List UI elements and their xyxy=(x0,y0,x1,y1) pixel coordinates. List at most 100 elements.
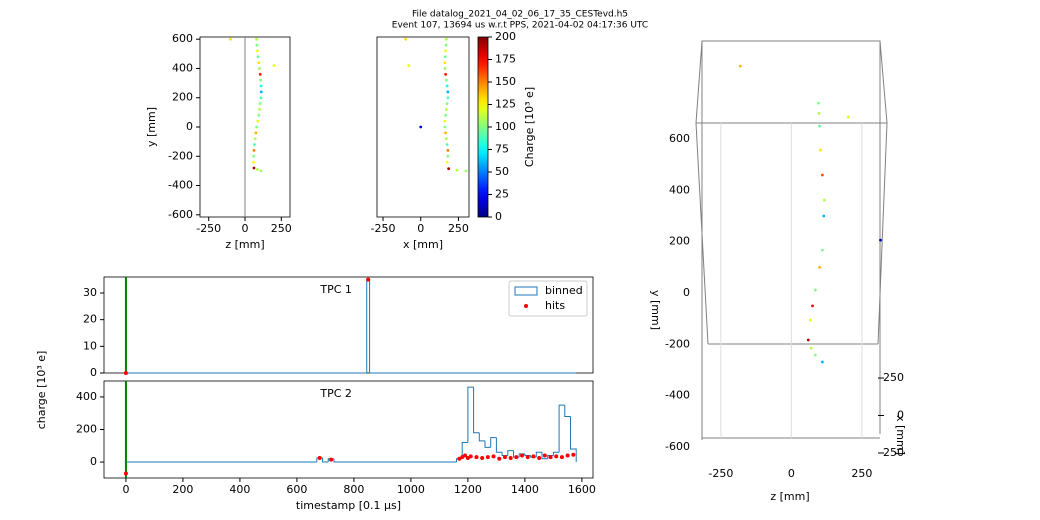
y-tick-label: 400 xyxy=(76,390,97,403)
box-edge xyxy=(877,122,888,345)
y-tick-label: 600 xyxy=(669,132,690,145)
track-point xyxy=(822,214,826,218)
x-tick-label: 800 xyxy=(343,483,364,496)
track-point xyxy=(259,96,263,100)
track-point xyxy=(419,125,423,129)
track-point xyxy=(813,353,817,357)
track-point xyxy=(455,168,459,172)
track-point xyxy=(443,125,447,129)
hit-point xyxy=(123,371,128,375)
colorbar-tick-label: 175 xyxy=(495,53,516,66)
hit-point xyxy=(514,455,519,460)
track-point xyxy=(258,102,262,105)
histogram-step xyxy=(484,440,491,448)
x-tick-label: 1000 xyxy=(397,483,425,496)
track-point xyxy=(846,115,850,119)
colorbar-tick-label: 50 xyxy=(495,165,509,178)
y-tick-label: 0 xyxy=(683,286,690,299)
figure-subtitle: Event 107, 13694 us w.r.t PPS, 2021-04-0… xyxy=(392,21,648,31)
y-tick-label: -200 xyxy=(665,337,690,350)
track-point xyxy=(443,119,447,123)
histogram-step xyxy=(535,451,542,458)
x-tick-label: 250 xyxy=(271,222,292,235)
histogram-step xyxy=(541,452,548,460)
histogram-step xyxy=(478,432,485,442)
y-tick-label: -600 xyxy=(665,440,690,453)
track-point xyxy=(258,108,261,111)
y-tick-label: -400 xyxy=(168,179,193,192)
track-point xyxy=(443,61,447,65)
colorbar-tick-label: 0 xyxy=(495,210,502,223)
x-tick-label: 1200 xyxy=(454,483,482,496)
colorbar-tick-label: 150 xyxy=(495,75,516,88)
hit-point xyxy=(502,455,507,460)
track-point xyxy=(809,346,813,350)
track-point xyxy=(820,173,824,177)
colorbar xyxy=(477,36,489,218)
x-tick-label: 0 xyxy=(417,222,424,235)
track-point xyxy=(446,96,450,100)
hit-point xyxy=(485,455,490,460)
hit-point xyxy=(474,455,479,460)
x-tick-label: 0 xyxy=(122,483,129,496)
track-point xyxy=(444,137,448,141)
x-axis-label: x [mm] xyxy=(403,238,443,251)
x-tick-label: 400 xyxy=(229,483,250,496)
legend-box xyxy=(508,280,588,317)
histogram-step xyxy=(507,450,514,456)
hit-point xyxy=(468,454,473,459)
x-tick-label: 250 xyxy=(851,467,872,480)
track-point xyxy=(879,238,882,242)
histogram-step xyxy=(461,442,468,459)
track-point xyxy=(445,143,449,146)
histogram-step xyxy=(495,437,503,453)
track-point xyxy=(820,248,824,252)
hit-point xyxy=(329,457,334,462)
track-point xyxy=(256,119,260,123)
track-point xyxy=(445,160,449,164)
colorbar-tick-label: 125 xyxy=(495,98,516,111)
hit-point xyxy=(571,452,576,457)
hit-point xyxy=(554,454,559,459)
hit-point xyxy=(542,453,547,458)
y-tick-label: 200 xyxy=(172,91,193,104)
hit-point xyxy=(491,454,496,459)
hit-point xyxy=(463,453,468,458)
figure-title: File datalog_2021_04_02_06_17_35_CESTevd… xyxy=(412,10,628,20)
track-point xyxy=(446,149,450,152)
track-point xyxy=(259,169,263,173)
track-point xyxy=(818,124,821,128)
hit-point xyxy=(497,456,502,461)
histogram-step xyxy=(369,279,577,374)
track-point xyxy=(255,43,259,47)
z-tick-label: 250 xyxy=(883,446,904,459)
track-point xyxy=(257,61,261,65)
track-point xyxy=(259,78,263,82)
box-3d xyxy=(695,40,888,440)
y-axis-label: y [mm] xyxy=(145,107,158,147)
x-tick-label: 200 xyxy=(172,483,193,496)
track-point xyxy=(258,67,261,70)
legend-label: binned xyxy=(545,284,583,297)
y-tick-label: 0 xyxy=(90,366,97,379)
colorbar-label: Charge [10³ e] xyxy=(523,87,536,167)
x-tick-label: -250 xyxy=(196,222,221,235)
x-tick-label: 0 xyxy=(788,467,795,480)
track-point xyxy=(444,113,448,117)
track-point xyxy=(255,49,259,53)
hit-point xyxy=(559,455,564,460)
track-point xyxy=(818,265,821,269)
track-point xyxy=(252,154,256,158)
y-tick-label: 30 xyxy=(83,286,97,299)
y-tick-label: 200 xyxy=(669,235,690,248)
colorbar-tick-label: 200 xyxy=(495,30,516,43)
track-point xyxy=(445,102,449,105)
track-point xyxy=(253,143,256,146)
hit-point xyxy=(366,277,371,282)
y-tick-label: 400 xyxy=(669,183,690,196)
track-point xyxy=(444,131,448,135)
track-point xyxy=(819,148,822,152)
y-tick-label: 20 xyxy=(83,313,97,326)
track-point xyxy=(444,43,448,47)
